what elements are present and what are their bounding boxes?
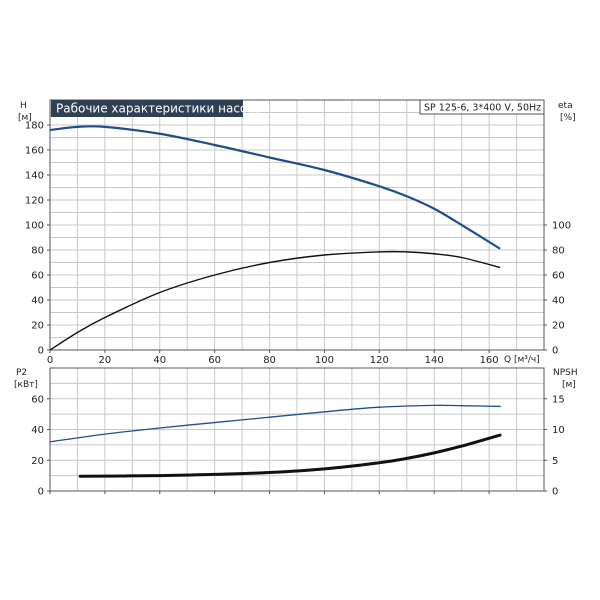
left-tick-label: 0: [38, 346, 44, 357]
efficiency-curve: [49, 250, 501, 351]
top-grid: [50, 100, 544, 350]
left-tick-label: 120: [25, 196, 44, 207]
bottom-left-tick-label: 40: [31, 425, 44, 436]
npsh-curve: [78, 433, 502, 478]
left-tick-label: 100: [25, 221, 44, 232]
head-curve: [49, 125, 501, 250]
bottom-right-tick-label: 5: [552, 456, 558, 467]
top-left-axis-unit: [м]: [18, 113, 32, 123]
x-tick-label: 60: [208, 355, 221, 366]
top-chart: 0 20 40 60 80 100 120 140 160 0 20 40 60 80 100 120 140 1…: [18, 99, 576, 367]
bottom-chart: 0 20 40 60 0 5 10 15 P2 [кВт] NPSH [м]: [14, 367, 578, 498]
bottom-series: [49, 404, 502, 478]
left-tick-label: 20: [31, 321, 44, 332]
left-tick-label: 80: [31, 246, 44, 257]
top-ticks: 0 20 40 60 80 100 120 140 160 0 20 40 60 80 100 120 140 1…: [25, 121, 571, 367]
chart-title-box: [51, 100, 243, 117]
left-tick-label: 60: [31, 271, 44, 282]
right-tick-label: 100: [552, 221, 571, 232]
top-right-axis-label: eta: [558, 101, 573, 111]
bottom-left-axis-unit: [кВт]: [14, 380, 38, 390]
bottom-right-axis-unit: [м]: [562, 380, 576, 390]
bottom-left-tick-label: 60: [31, 394, 44, 405]
bottom-right-axis-label: NPSH: [553, 368, 578, 378]
x-tick-label: 40: [153, 355, 166, 366]
x-tick-label: 80: [263, 355, 276, 366]
left-tick-label: 40: [31, 296, 44, 307]
x-axis-label: Q [м³/ч]: [504, 355, 540, 365]
right-tick-label: 80: [552, 246, 565, 257]
top-left-axis-label: H: [20, 101, 27, 111]
left-tick-label: 160: [25, 146, 44, 157]
bottom-right-tick-label: 15: [552, 394, 565, 405]
bottom-ticks: 0 20 40 60 0 5 10 15: [31, 394, 564, 497]
bottom-grid: [50, 368, 544, 491]
info-label-box: [419, 99, 545, 115]
chart-title: Рабочие характеристики насоса: [56, 102, 261, 116]
bottom-left-tick-label: 0: [38, 487, 44, 498]
x-tick-label: 140: [425, 355, 444, 366]
bottom-left-tick-label: 20: [31, 456, 44, 467]
power-curve: [49, 404, 501, 443]
right-tick-label: 40: [552, 296, 565, 307]
right-tick-label: 60: [552, 271, 565, 282]
top-series: [49, 125, 501, 351]
bottom-left-axis-label: P2: [16, 368, 27, 378]
bottom-right-tick-label: 0: [552, 487, 558, 498]
x-tick-label: 100: [315, 355, 334, 366]
right-tick-label: 0: [552, 346, 558, 357]
left-tick-label: 180: [25, 121, 44, 132]
x-tick-label: 120: [370, 355, 389, 366]
x-tick-label: 0: [47, 355, 53, 366]
info-label: SP 125-6, 3*400 V, 50Hz: [424, 103, 541, 114]
right-tick-label: 20: [552, 321, 565, 332]
bottom-right-tick-label: 10: [552, 425, 565, 436]
top-right-axis-unit: [%]: [560, 113, 576, 123]
x-tick-label: 160: [480, 355, 499, 366]
left-tick-label: 140: [25, 171, 44, 182]
x-tick-label: 20: [99, 355, 112, 366]
